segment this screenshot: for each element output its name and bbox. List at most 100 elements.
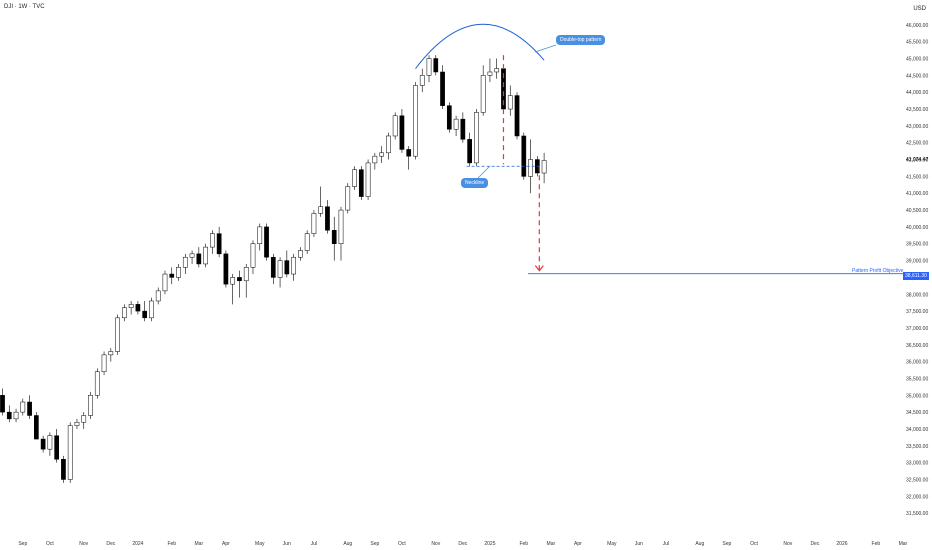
candle-body bbox=[345, 186, 351, 211]
double-top-callout-tail bbox=[534, 44, 557, 53]
y-tick-label: 36,000.00 bbox=[906, 360, 928, 366]
candle-body bbox=[392, 115, 398, 137]
y-tick-label: 31,500.00 bbox=[906, 511, 928, 517]
candle-body bbox=[94, 371, 100, 396]
candle-body bbox=[331, 230, 337, 244]
y-tick-label: 37,000.00 bbox=[906, 326, 928, 332]
candle-body bbox=[528, 159, 533, 177]
candle-body bbox=[318, 206, 324, 214]
double-top-callout[interactable]: Double-top pattern bbox=[556, 35, 606, 45]
x-tick-label: Jul bbox=[663, 541, 669, 547]
candle-body bbox=[494, 68, 500, 73]
candle-body bbox=[433, 58, 439, 73]
candle-body bbox=[453, 118, 459, 130]
candle-body bbox=[311, 213, 317, 234]
candle-body bbox=[474, 112, 479, 164]
candle-body bbox=[128, 304, 134, 308]
candle-body bbox=[115, 317, 120, 352]
x-tick-label: Aug bbox=[695, 541, 704, 547]
y-tick-label: 42,000.00 bbox=[906, 158, 928, 164]
candle-body bbox=[74, 421, 80, 426]
x-tick-label: Dec bbox=[810, 541, 819, 547]
x-tick-label: 2024 bbox=[132, 541, 143, 547]
candle-body bbox=[34, 415, 39, 440]
candle-body bbox=[440, 71, 445, 106]
candle-body bbox=[257, 226, 263, 244]
x-tick-label: Dec bbox=[106, 541, 115, 547]
x-tick-label: Jun bbox=[635, 541, 643, 547]
last-price-tag: 41,974.47 bbox=[906, 157, 929, 163]
y-tick-label: 45,500.00 bbox=[906, 40, 928, 46]
candle-body bbox=[413, 85, 418, 157]
neckline-callout[interactable]: Neckline bbox=[461, 178, 489, 188]
candle-body bbox=[264, 226, 269, 258]
x-tick-label: Nov bbox=[431, 541, 440, 547]
candle-body bbox=[304, 233, 310, 251]
y-tick-label: 44,000.00 bbox=[906, 90, 928, 96]
candle-body bbox=[20, 401, 26, 413]
candle-body bbox=[243, 267, 249, 282]
candle-body bbox=[406, 149, 412, 157]
candle-body bbox=[203, 246, 208, 265]
x-tick-label: Oct bbox=[398, 541, 406, 547]
x-tick-label: Feb bbox=[167, 541, 176, 547]
candle-body bbox=[399, 115, 405, 150]
candle-body bbox=[507, 95, 513, 110]
candle-body bbox=[372, 155, 378, 164]
candle-body bbox=[419, 75, 425, 86]
y-tick-label: 46,000.00 bbox=[906, 23, 928, 29]
x-tick-label: Aug bbox=[343, 541, 352, 547]
candle-body bbox=[358, 169, 364, 197]
y-tick-label: 43,000.00 bbox=[906, 124, 928, 130]
candle-body bbox=[365, 162, 371, 197]
y-tick-label: 43,500.00 bbox=[906, 107, 928, 113]
candle-body bbox=[54, 435, 60, 460]
candle-body bbox=[162, 273, 168, 292]
candle-body bbox=[6, 411, 12, 420]
candle-body bbox=[379, 152, 384, 157]
candle-body bbox=[142, 310, 148, 319]
y-tick-label: 39,500.00 bbox=[906, 242, 928, 248]
y-tick-label: 45,000.00 bbox=[906, 57, 928, 63]
x-tick-label: 2025 bbox=[484, 541, 495, 547]
candle-body bbox=[61, 459, 66, 480]
candle-body bbox=[467, 139, 472, 164]
candle-body bbox=[460, 118, 466, 140]
candle-body bbox=[237, 277, 242, 282]
candle-body bbox=[101, 354, 107, 372]
symbol-header[interactable]: DJI · 1W · TVC bbox=[4, 4, 45, 10]
x-tick-label: Dec bbox=[458, 541, 467, 547]
candle-body bbox=[521, 135, 527, 177]
candle-body bbox=[325, 206, 330, 231]
y-tick-label: 37,500.00 bbox=[906, 309, 928, 315]
candle-body bbox=[291, 256, 296, 275]
y-tick-label: 44,500.00 bbox=[906, 73, 928, 79]
candle-body bbox=[27, 401, 32, 416]
objective-label: Pattern Profit Objective bbox=[852, 268, 904, 274]
candle-body bbox=[446, 105, 452, 130]
candle-body bbox=[81, 415, 87, 423]
candle-body bbox=[480, 75, 486, 113]
y-tick-label: 40,500.00 bbox=[906, 208, 928, 214]
y-tick-label: 34,000.00 bbox=[906, 427, 928, 433]
x-tick-label: Apr bbox=[574, 541, 582, 547]
x-tick-label: Mar bbox=[547, 541, 556, 547]
y-tick-label: 35,500.00 bbox=[906, 376, 928, 382]
x-tick-label: May bbox=[607, 541, 617, 547]
candle-body bbox=[230, 277, 236, 285]
x-tick-label: Mar bbox=[899, 541, 908, 547]
overlays bbox=[415, 23, 928, 275]
objective-price-tag: 38,611.30 bbox=[903, 272, 929, 280]
candle-body bbox=[216, 233, 222, 255]
candle-body bbox=[352, 169, 357, 187]
y-tick-label: 42,500.00 bbox=[906, 141, 928, 147]
y-tick-label: 34,500.00 bbox=[906, 410, 928, 416]
candles bbox=[0, 55, 547, 483]
candle-body bbox=[149, 300, 154, 319]
candle-body bbox=[135, 304, 141, 312]
candle-body bbox=[108, 351, 114, 356]
candle-body bbox=[277, 260, 283, 278]
x-tick-label: Sep bbox=[18, 541, 27, 547]
double-top-arc bbox=[415, 23, 545, 69]
